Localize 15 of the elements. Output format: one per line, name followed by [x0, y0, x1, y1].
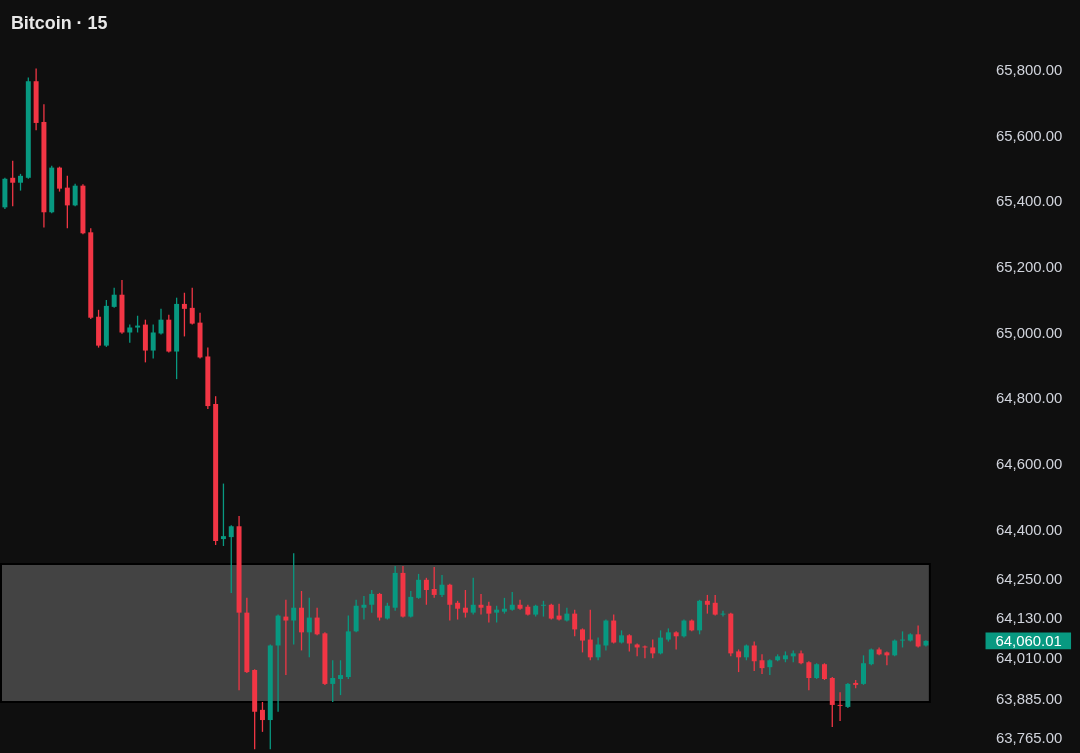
text: 64,060.01	[995, 632, 1062, 649]
y-tick-label: 64,800.00	[995, 390, 1063, 407]
y-tick-label: 65,000.00	[995, 324, 1063, 341]
y-tick-label: 64,400.00	[995, 521, 1063, 538]
y-tick-label: 65,600.00	[995, 127, 1063, 144]
y-tick-label: 65,800.00	[995, 61, 1063, 78]
y-tick-label: 64,600.00	[995, 456, 1063, 473]
y-tick-label: 65,200.00	[995, 258, 1063, 275]
y-tick-label: 63,765.00	[995, 730, 1063, 747]
y-tick-label: 63,885.00	[995, 690, 1063, 707]
y-tick-label: 64,010.00	[995, 649, 1063, 666]
y-tick-label: 65,400.00	[995, 193, 1063, 210]
text: Bitcoin · 15	[10, 12, 108, 33]
y-tick-label: 64,250.00	[995, 570, 1063, 587]
y-tick-label: 64,130.00	[995, 610, 1063, 627]
